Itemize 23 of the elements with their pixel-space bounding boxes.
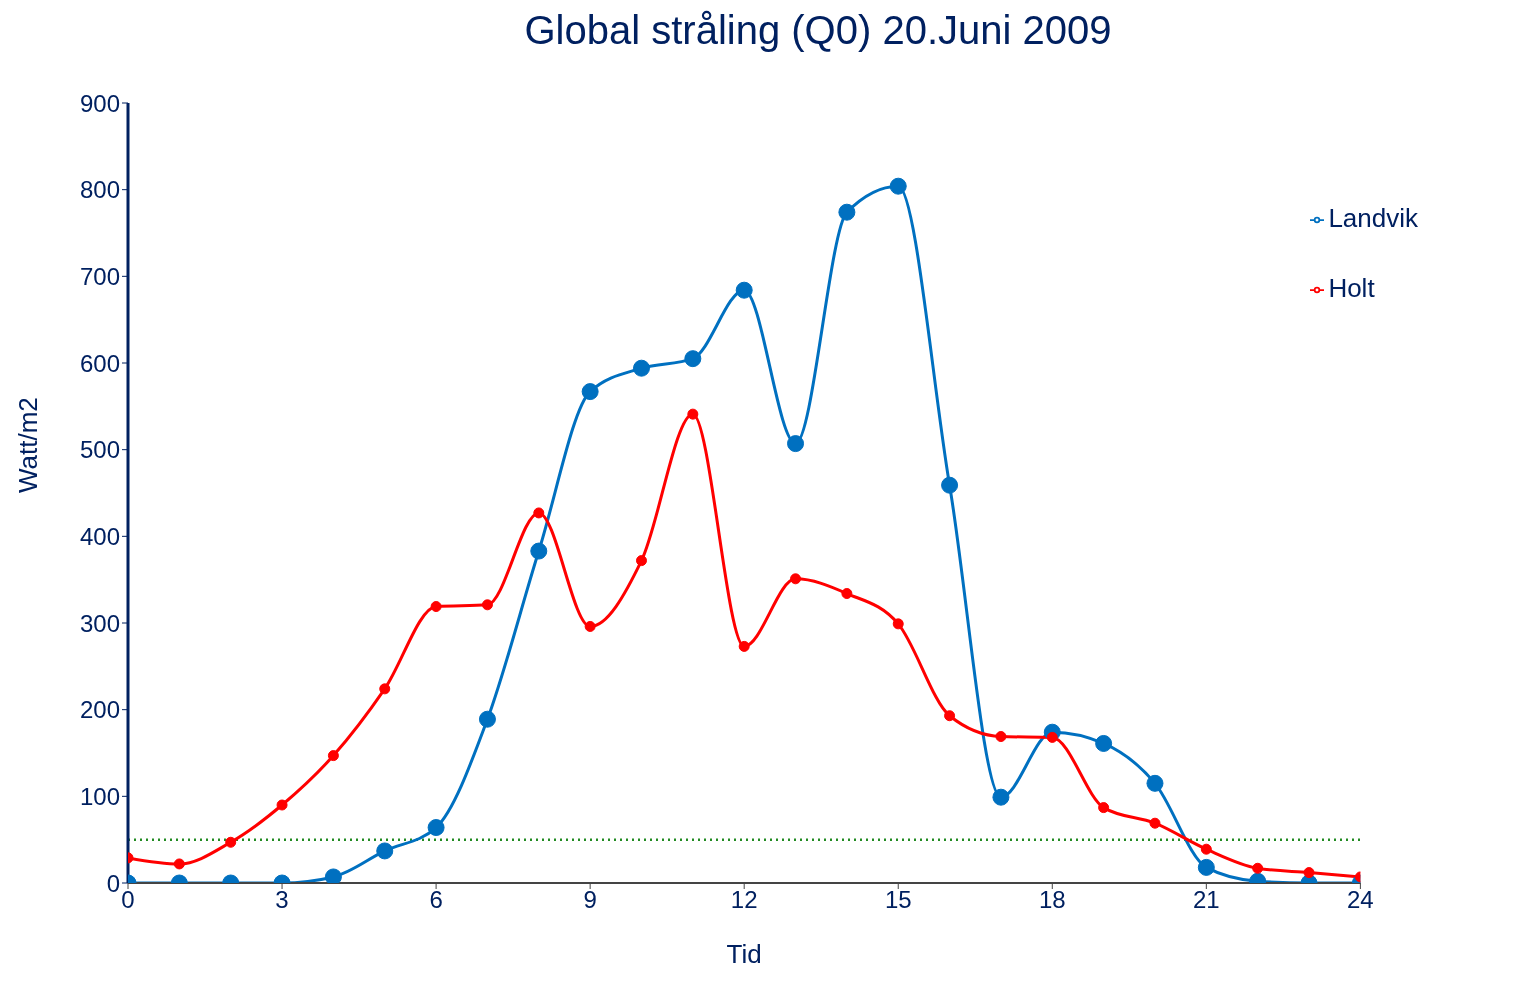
y-tick-label: 400 xyxy=(79,522,120,550)
legend-label: Holt xyxy=(1328,273,1375,303)
y-tick-label: 200 xyxy=(79,696,120,724)
x-tick-label: 9 xyxy=(583,886,597,914)
chart-title: Global stråling (Q0) 20.Juni 2009 xyxy=(523,8,1113,53)
y-tick-label: 900 xyxy=(79,89,120,117)
x-tick-label: 12 xyxy=(730,886,758,914)
y-tick-label: 600 xyxy=(79,349,120,377)
y-tick-label: 0 xyxy=(106,869,120,897)
x-tick-label: 15 xyxy=(884,886,912,914)
y-tick-label: 100 xyxy=(79,782,120,810)
x-tick-label: 6 xyxy=(429,886,443,914)
x-axis-title: Tid xyxy=(726,939,762,969)
y-tick-label: 500 xyxy=(79,436,120,464)
y-tick-label: 800 xyxy=(79,176,120,204)
x-tick-label: 3 xyxy=(275,886,289,914)
legend-label: Landvik xyxy=(1328,203,1418,233)
y-tick-label: 300 xyxy=(79,609,120,637)
y-tick-label: 700 xyxy=(79,262,120,290)
x-tick-label: 24 xyxy=(1347,886,1374,914)
y-axis-title: Watt/m2 xyxy=(13,397,44,493)
x-tick-label: 18 xyxy=(1038,886,1066,914)
x-tick-label: 21 xyxy=(1192,886,1220,914)
